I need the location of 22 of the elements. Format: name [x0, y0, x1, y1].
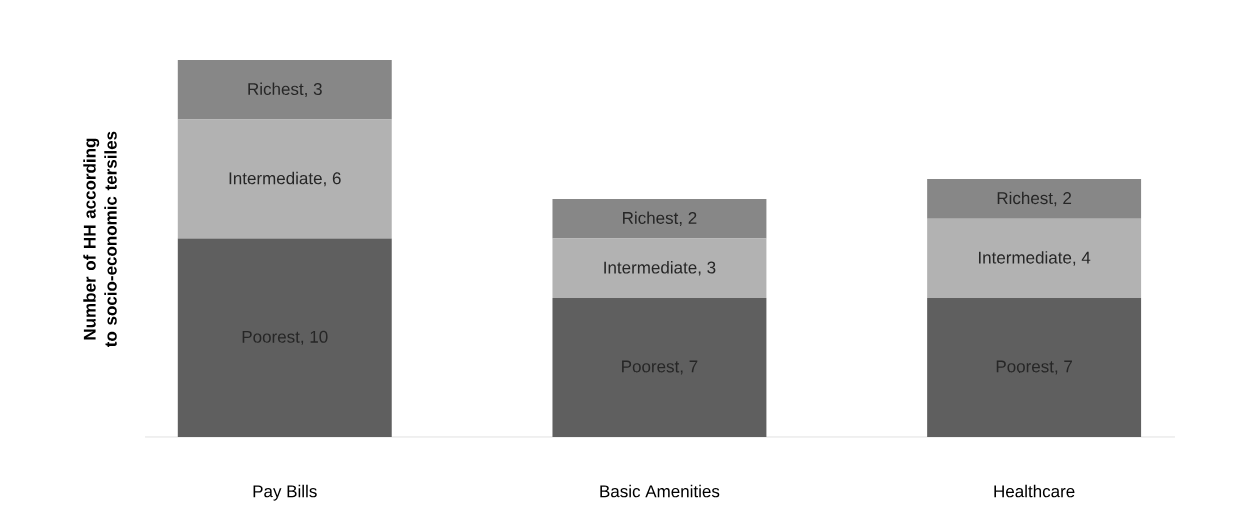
x-tick-label: Healthcare [994, 484, 1075, 498]
data-label: Richest, 3 [248, 82, 322, 98]
bar [552, 298, 767, 437]
x-tick-label: Basic Amenities [600, 484, 720, 498]
data-label: Poorest, 7 [996, 360, 1072, 375]
data-label: Intermediate, 4 [978, 251, 1091, 266]
y-axis-title: Number of HH according to socio-economic tersiles [83, 131, 117, 348]
bar [552, 238, 767, 299]
bar [927, 179, 1142, 219]
data-label: Richest, 2 [623, 211, 697, 226]
data-label: Poorest, 7 [622, 360, 698, 375]
data-label: Intermediate, 6 [229, 171, 341, 187]
data-label: Poorest, 10 [242, 330, 328, 345]
data-label: Intermediate, 3 [604, 261, 716, 276]
bar [927, 298, 1142, 437]
bar [177, 238, 392, 437]
data-label: Richest, 2 [997, 191, 1072, 207]
x-tick-label: Pay Bills [253, 484, 317, 501]
bar [552, 198, 767, 239]
bar [177, 60, 392, 120]
bar [177, 119, 392, 239]
bar [927, 218, 1142, 299]
